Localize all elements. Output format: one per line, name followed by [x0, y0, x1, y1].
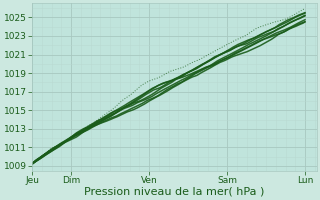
X-axis label: Pression niveau de la mer( hPa ): Pression niveau de la mer( hPa )	[84, 187, 264, 197]
